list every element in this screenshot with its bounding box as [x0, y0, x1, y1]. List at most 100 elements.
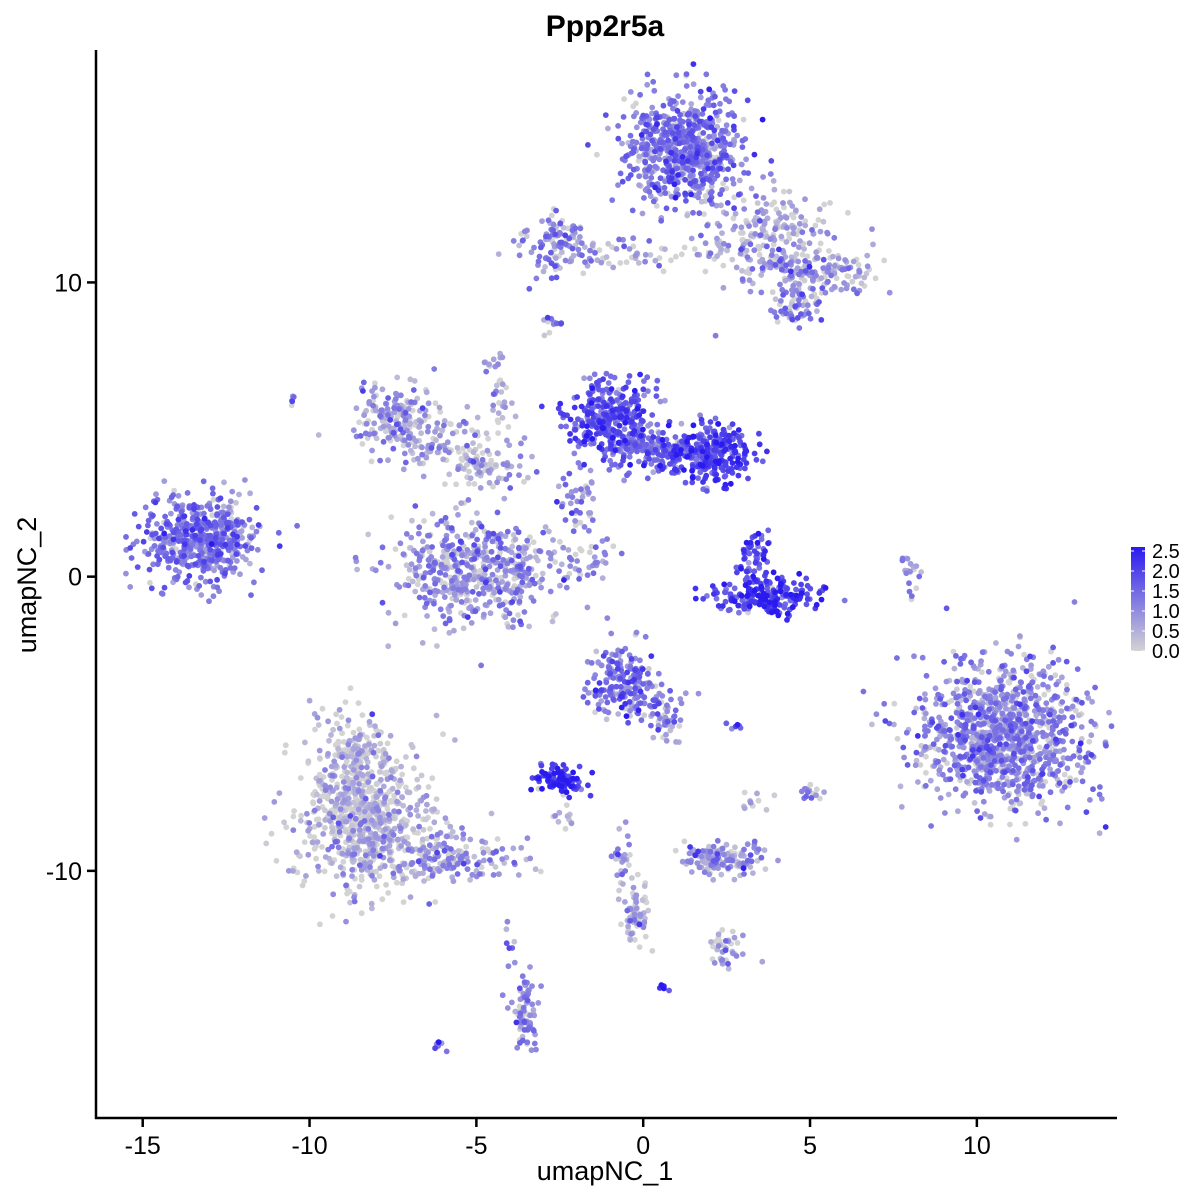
cell-point — [314, 839, 321, 845]
cell-point — [820, 265, 827, 271]
cell-point — [340, 871, 346, 877]
cell-point — [550, 537, 556, 543]
cell-point — [621, 96, 627, 102]
cell-point — [585, 489, 592, 496]
cell-point — [231, 565, 238, 571]
cell-point — [401, 838, 408, 845]
cell-point — [586, 510, 592, 516]
cell-point — [701, 869, 708, 876]
cell-point — [774, 219, 780, 226]
cell-point — [345, 717, 352, 724]
cell-point — [362, 852, 369, 859]
cell-point — [346, 835, 353, 842]
cell-point — [363, 755, 370, 762]
cell-point — [673, 253, 679, 260]
cell-point — [560, 475, 567, 482]
cell-point — [1063, 778, 1069, 785]
cell-point — [357, 832, 364, 839]
cell-point — [460, 465, 467, 472]
cell-point — [1013, 796, 1020, 803]
cell-point — [372, 380, 378, 387]
cell-point — [418, 419, 424, 425]
cell-point — [758, 272, 765, 278]
cell-point — [221, 479, 227, 486]
cell-point — [831, 262, 838, 269]
cell-point — [503, 926, 510, 933]
cell-point — [688, 235, 695, 242]
cell-point — [322, 767, 328, 773]
cell-point — [360, 838, 366, 845]
cell-point — [530, 1007, 537, 1013]
cell-point — [351, 898, 358, 905]
cell-point — [518, 844, 525, 851]
cell-point — [488, 810, 495, 817]
cell-point — [317, 921, 323, 928]
cell-point — [687, 172, 694, 179]
cell-point — [539, 218, 545, 225]
cell-point — [732, 223, 738, 230]
cell-point — [777, 281, 783, 288]
cell-point — [449, 430, 456, 437]
cell-point — [425, 423, 432, 430]
cell-point — [428, 833, 435, 840]
cell-point — [636, 944, 643, 950]
cell-point — [210, 496, 217, 503]
cell-point — [919, 654, 926, 661]
cell-point — [649, 948, 656, 954]
cell-point — [444, 439, 451, 446]
cell-point — [578, 486, 584, 493]
cell-point — [627, 89, 634, 95]
cell-point — [210, 593, 217, 600]
cell-point — [1096, 791, 1103, 798]
cell-point — [841, 597, 848, 604]
cell-point — [617, 260, 624, 266]
cell-point — [410, 826, 416, 833]
cell-point — [338, 714, 345, 720]
cell-point — [356, 750, 362, 757]
cell-point — [708, 939, 714, 945]
cell-point — [509, 400, 515, 406]
cell-point — [419, 547, 426, 554]
cell-point — [704, 222, 711, 229]
cell-point — [442, 572, 449, 578]
cell-point — [406, 421, 413, 428]
cell-point — [582, 259, 588, 265]
cell-point — [365, 531, 372, 538]
cell-point — [328, 798, 335, 805]
cell-point — [298, 812, 304, 819]
cell-point — [433, 712, 440, 719]
cell-point — [530, 598, 537, 604]
cell-point — [450, 878, 457, 885]
cell-point — [1079, 778, 1086, 785]
cell-point — [533, 1046, 539, 1053]
cell-point — [388, 514, 395, 520]
cell-point — [472, 526, 479, 533]
cell-point — [325, 718, 331, 725]
cell-point — [368, 784, 374, 791]
cell-point — [936, 746, 942, 753]
cell-point — [294, 522, 300, 529]
cell-point — [628, 931, 635, 937]
cell-point — [483, 554, 490, 561]
cell-point — [678, 700, 685, 707]
cell-point — [710, 843, 717, 850]
cell-point — [333, 711, 339, 718]
cell-point — [416, 870, 422, 877]
cell-point — [730, 215, 737, 222]
cell-point — [434, 449, 441, 456]
cell-point — [398, 818, 405, 825]
cell-point — [392, 620, 399, 627]
cell-point — [953, 709, 960, 716]
cell-point — [491, 589, 497, 596]
cell-point — [1028, 662, 1034, 669]
cell-point — [363, 420, 370, 427]
cell-point — [335, 745, 341, 752]
cell-point — [747, 799, 754, 806]
cell-point — [598, 662, 605, 669]
cell-point — [455, 586, 461, 593]
cell-point — [386, 811, 392, 818]
cell-point — [658, 681, 665, 688]
cell-point — [380, 423, 387, 430]
cell-point — [329, 913, 336, 919]
cell-point — [781, 204, 787, 211]
